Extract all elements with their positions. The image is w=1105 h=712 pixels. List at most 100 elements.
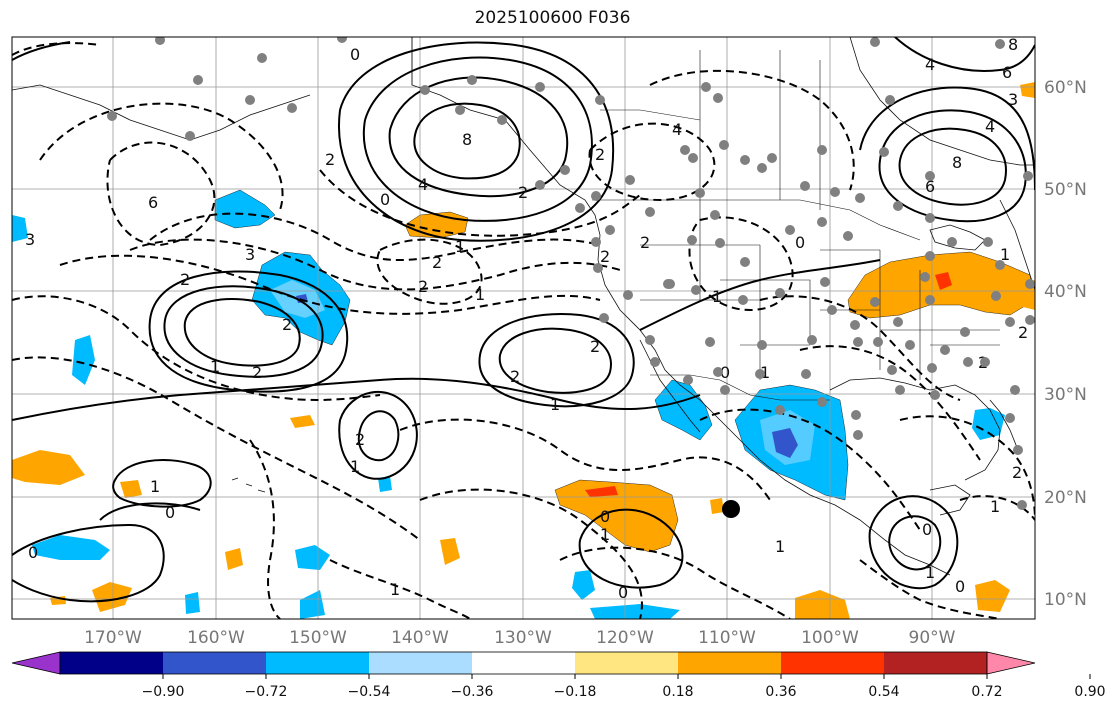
colorbar-segment xyxy=(781,652,885,674)
clabel-0-south-b: 0 xyxy=(28,543,38,562)
coastlines xyxy=(12,37,1035,576)
contour-pos-long-2 xyxy=(639,259,881,331)
colorbar-segment xyxy=(266,652,370,674)
contour-neg-20 xyxy=(688,216,794,312)
lon-label: 100°W xyxy=(801,628,859,648)
contour-neg-17 xyxy=(899,415,1035,521)
clabel-0-pacs-b: 0 xyxy=(600,507,610,526)
shade-blue-south-pacific-5 xyxy=(590,604,680,619)
shade-blue-west-pacific xyxy=(214,189,276,229)
positive-contours xyxy=(12,37,1035,603)
clabel-0-alaska: 0 xyxy=(350,45,360,64)
contour-pos-east-3 xyxy=(859,86,1035,191)
border-state-1 xyxy=(640,200,811,380)
colorbar-tick-label: 0.18 xyxy=(662,684,693,700)
clabel-neg2-3: 2 xyxy=(180,270,190,289)
contour-neg-12 xyxy=(419,488,643,619)
shade-orange-caribbean xyxy=(975,580,1010,612)
clabel-neg1-1: 1 xyxy=(475,285,485,304)
coast-baja xyxy=(639,339,701,433)
colorbar-extend-low xyxy=(11,651,61,675)
contour-pos-east-4 xyxy=(894,37,1035,72)
contour-pos-mid-2 xyxy=(498,327,612,394)
contour-neg-7 xyxy=(376,238,483,305)
colorbar-ticks: −0.90 −0.72 −0.54 −0.36 −0.18 0.18 0.36 0.54 0.7… xyxy=(142,674,1105,700)
shade-orange-small-7 xyxy=(290,415,315,428)
clabel-2-alaska-b: 2 xyxy=(595,145,605,164)
colorbar-segment xyxy=(163,652,267,674)
shade-orange-small-5 xyxy=(225,548,243,570)
colorbar-extend-high xyxy=(986,651,1036,675)
contour-pos-gulf-2 xyxy=(362,56,593,222)
contour-pos-east-1 xyxy=(878,109,1027,223)
clabel-1-pacs: 1 xyxy=(390,580,400,599)
lat-label: 60°N xyxy=(1044,78,1087,98)
colorbar-tick-label: −0.54 xyxy=(348,684,391,700)
coast-florida xyxy=(989,399,1019,451)
lon-label: 90°W xyxy=(909,628,956,648)
clabel-1-pac: 1 xyxy=(210,357,220,376)
clabel-4-top-left: 4 xyxy=(925,55,935,74)
contour-neg-14 xyxy=(699,408,921,531)
shade-blue-south-pacific-4 xyxy=(185,592,200,614)
clabel-6-east: 6 xyxy=(925,177,935,196)
shade-blue-south-pacific-2 xyxy=(295,545,330,570)
colorbar-tick-label: −0.90 xyxy=(142,684,185,700)
shade-red-great-plains xyxy=(935,272,952,290)
contour-neg-3 xyxy=(129,238,621,291)
clabel-1-gulf: 1 xyxy=(455,237,465,256)
lat-label: 10°N xyxy=(1044,590,1087,610)
clabel-2-gulf-b: 2 xyxy=(1012,463,1022,482)
contour-neg-8 xyxy=(588,122,716,202)
clabel-4-alaska-b: 4 xyxy=(672,120,682,139)
contour-pos-gulf-4 xyxy=(413,102,521,180)
contour-neg-13 xyxy=(559,546,791,619)
shade-blue-small-west xyxy=(72,335,95,385)
shade-orange-west-1 xyxy=(12,450,85,485)
clabel-neg2-2: 2 xyxy=(418,277,428,296)
clabel-2-pac: 2 xyxy=(282,315,292,334)
clabel-8-gulf: 8 xyxy=(462,130,472,149)
shade-orange-west-2 xyxy=(120,480,142,498)
clabel-0-central-b: 0 xyxy=(955,577,965,596)
contour-neg-18 xyxy=(959,495,1035,521)
colorbar-segment xyxy=(472,652,576,674)
coast-east xyxy=(999,199,1035,291)
shade-blue-left-edge xyxy=(12,215,28,242)
clabel-1-mex: 1 xyxy=(760,363,770,382)
longitude-labels: 170°W 160°W 150°W 140°W 130°W 120°W 110°… xyxy=(84,628,956,648)
clabel-1-south: 1 xyxy=(150,477,160,496)
clabel-1-pacs-b: 1 xyxy=(600,525,610,544)
contour-neg-1 xyxy=(319,169,641,237)
clabel-0-gulf: 0 xyxy=(380,190,390,209)
clabel-neg2-1: 2 xyxy=(432,253,442,272)
contour-pos-gulf-1 xyxy=(388,76,569,198)
coast-north-america-west xyxy=(411,37,951,576)
shade-darkblue-mexico xyxy=(772,428,798,458)
map-layers: 8 4 0 2 1 2 2 1 2 2 1 2 1 2 2 3 2 6 1 2 … xyxy=(12,37,1035,619)
clabel-8-east: 8 xyxy=(952,153,962,172)
clabel-neg2-4: 2 xyxy=(600,247,610,266)
shade-blue-gulf xyxy=(972,408,1005,440)
clabel-2-east: 2 xyxy=(1018,323,1028,342)
shade-blue-small-pac-6 xyxy=(572,570,595,600)
contour-pos-mid-4 xyxy=(357,410,400,462)
shade-orange-small-8 xyxy=(710,498,724,514)
contour-neg-4 xyxy=(59,254,601,315)
contour-pos-south-2 xyxy=(888,515,942,571)
clabel-1-mid: 1 xyxy=(550,395,560,414)
lon-label: 120°W xyxy=(596,628,654,648)
shade-orange-small-6 xyxy=(440,538,460,565)
clabel-neg2-5: 2 xyxy=(640,233,650,252)
contour-neg-22 xyxy=(329,559,471,619)
colorbar-tick-label: −0.18 xyxy=(554,684,597,700)
clabel-2-alaska: 2 xyxy=(325,150,335,169)
colorbar-segment xyxy=(60,652,164,674)
coast-aleutians xyxy=(12,84,311,141)
colorbar-tick-label: −0.72 xyxy=(245,684,288,700)
clabel-2-mid: 2 xyxy=(590,337,600,356)
hawaii-islands xyxy=(231,477,266,493)
shade-orange-top-right xyxy=(1020,82,1035,98)
lon-label: 140°W xyxy=(391,628,449,648)
clabel-1-caribbean: 1 xyxy=(990,497,1000,516)
